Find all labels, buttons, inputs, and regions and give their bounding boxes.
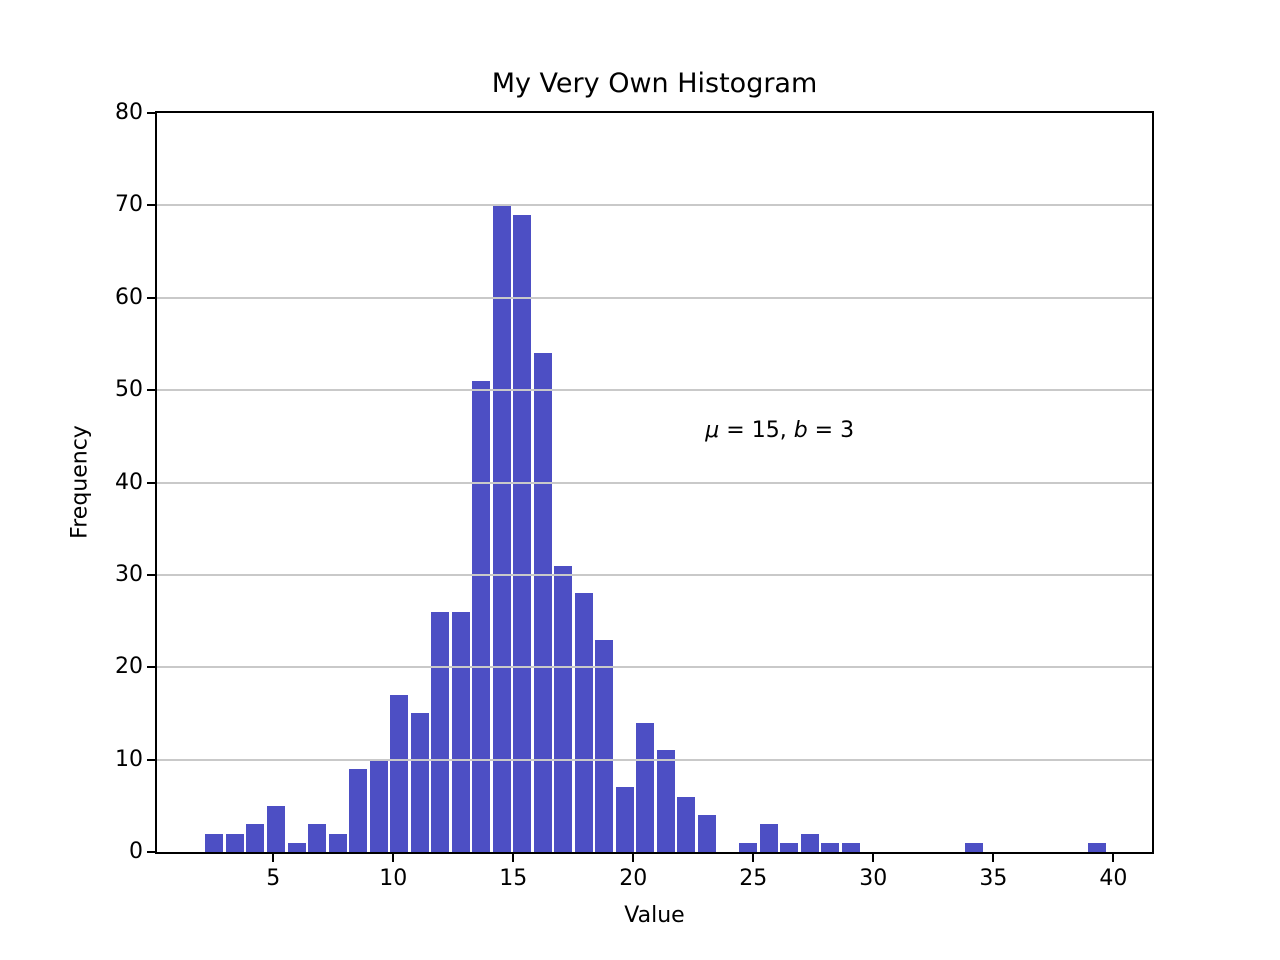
histogram-bar bbox=[431, 611, 450, 852]
histogram-bar bbox=[821, 842, 840, 852]
histogram-bar bbox=[225, 833, 244, 852]
y-tick-mark bbox=[147, 389, 155, 392]
y-tick-label: 60 bbox=[115, 284, 143, 310]
y-axis-label: Frequency bbox=[67, 425, 93, 539]
y-tick-mark bbox=[147, 296, 155, 299]
y-tick-label: 30 bbox=[115, 561, 143, 587]
y-tick-mark bbox=[147, 481, 155, 484]
histogram-bar bbox=[369, 759, 388, 852]
histogram-bar bbox=[677, 796, 696, 852]
y-tick-mark bbox=[147, 204, 155, 207]
x-tick-label: 30 bbox=[859, 866, 888, 891]
axes-frame bbox=[155, 111, 1154, 854]
x-tick-mark bbox=[752, 854, 755, 862]
x-tick-mark bbox=[392, 854, 395, 862]
histogram-bar bbox=[738, 842, 757, 852]
gridline-y bbox=[157, 204, 1152, 207]
histogram-bar bbox=[964, 842, 983, 852]
x-tick-label: 40 bbox=[1099, 866, 1128, 891]
x-tick-mark bbox=[512, 854, 515, 862]
gridline-y bbox=[157, 389, 1152, 392]
x-tick-label: 20 bbox=[619, 866, 648, 891]
x-tick-mark bbox=[992, 854, 995, 862]
x-tick-label: 10 bbox=[379, 866, 408, 891]
histogram-bar bbox=[328, 833, 347, 852]
annotation-text-part: = 3 bbox=[807, 418, 855, 444]
y-tick-mark bbox=[147, 573, 155, 576]
histogram-bar bbox=[697, 815, 716, 852]
histogram-bar bbox=[513, 214, 532, 852]
histogram-bar bbox=[595, 639, 614, 852]
y-tick-label: 0 bbox=[129, 839, 143, 864]
histogram-bar bbox=[759, 824, 778, 852]
x-tick-label: 25 bbox=[739, 866, 768, 891]
gridline-y bbox=[157, 758, 1152, 761]
gridline-y bbox=[157, 296, 1152, 299]
x-tick-label: 5 bbox=[266, 866, 281, 891]
y-tick-mark bbox=[147, 851, 155, 853]
histogram-bar bbox=[636, 722, 655, 852]
histogram-bar bbox=[349, 768, 368, 852]
histogram-bar bbox=[656, 750, 675, 852]
x-tick-mark bbox=[272, 854, 275, 862]
histogram-bar bbox=[800, 833, 819, 852]
y-tick-label: 70 bbox=[115, 192, 143, 218]
y-tick-label: 40 bbox=[115, 469, 143, 495]
histogram-bar bbox=[492, 205, 511, 852]
histogram-bar bbox=[615, 787, 634, 852]
histogram-bar bbox=[451, 611, 470, 852]
gridline-y bbox=[157, 666, 1152, 669]
x-tick-mark bbox=[872, 854, 875, 862]
y-tick-label: 80 bbox=[115, 100, 143, 125]
gridline-y bbox=[157, 481, 1152, 484]
histogram-bar bbox=[780, 842, 799, 852]
histogram-bar bbox=[410, 713, 429, 852]
histogram-bar bbox=[267, 805, 286, 852]
histogram-bar bbox=[205, 833, 224, 852]
y-tick-label: 10 bbox=[115, 746, 143, 772]
histogram-bar bbox=[308, 824, 327, 852]
annotation-math-symbol: b bbox=[793, 418, 808, 444]
gridline-y bbox=[157, 573, 1152, 576]
histogram-bar bbox=[554, 565, 573, 852]
histogram-bar bbox=[841, 842, 860, 852]
y-tick-mark bbox=[147, 666, 155, 669]
histogram-bar bbox=[472, 380, 491, 852]
x-tick-mark bbox=[1112, 854, 1115, 862]
histogram-bar bbox=[1087, 842, 1106, 852]
histogram-bar bbox=[390, 695, 409, 852]
histogram-bar bbox=[533, 353, 552, 852]
histogram-bar bbox=[246, 824, 265, 852]
histogram-bar bbox=[287, 842, 306, 852]
x-tick-label: 35 bbox=[979, 866, 1008, 891]
y-tick-label: 50 bbox=[115, 377, 143, 403]
x-axis-label: Value bbox=[624, 903, 685, 928]
y-tick-label: 20 bbox=[115, 654, 143, 680]
annotation-math-symbol: μ bbox=[705, 418, 720, 444]
annotation-text: μ = 15, b = 3 bbox=[705, 418, 854, 443]
y-tick-mark bbox=[147, 112, 155, 114]
histogram-bar bbox=[574, 593, 593, 852]
chart-title: My Very Own Histogram bbox=[491, 68, 818, 99]
y-tick-mark bbox=[147, 758, 155, 761]
annotation-text-part: = 15, bbox=[719, 418, 794, 444]
x-tick-mark bbox=[632, 854, 635, 862]
x-tick-label: 15 bbox=[499, 866, 528, 891]
